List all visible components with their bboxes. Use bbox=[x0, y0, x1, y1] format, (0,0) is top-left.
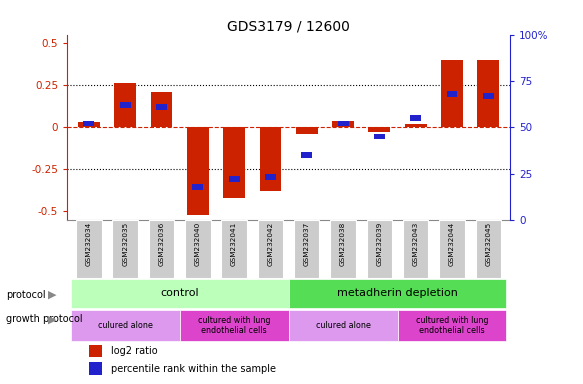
Bar bbox=[294, 220, 319, 278]
Bar bbox=[149, 220, 174, 278]
Text: GSM232037: GSM232037 bbox=[304, 222, 310, 266]
Bar bbox=[265, 174, 276, 180]
Bar bbox=[447, 91, 458, 97]
Bar bbox=[71, 280, 289, 308]
Text: GSM232045: GSM232045 bbox=[485, 222, 491, 266]
Text: growth protocol: growth protocol bbox=[6, 314, 82, 324]
Text: ▶: ▶ bbox=[48, 314, 57, 324]
Text: GSM232043: GSM232043 bbox=[413, 222, 419, 266]
Bar bbox=[150, 92, 173, 127]
Text: cultured with lung
endothelial cells: cultured with lung endothelial cells bbox=[198, 316, 271, 335]
Text: GSM232034: GSM232034 bbox=[86, 222, 92, 266]
Bar bbox=[301, 152, 312, 158]
Bar bbox=[441, 60, 463, 127]
Bar bbox=[76, 220, 101, 278]
Text: GSM232039: GSM232039 bbox=[377, 222, 382, 266]
Bar bbox=[477, 60, 499, 127]
Bar bbox=[289, 280, 507, 308]
Bar bbox=[192, 184, 203, 190]
Bar bbox=[89, 345, 103, 357]
Bar bbox=[332, 121, 354, 127]
Text: culured alone: culured alone bbox=[315, 321, 371, 330]
Bar bbox=[440, 220, 465, 278]
Text: log2 ratio: log2 ratio bbox=[111, 346, 158, 356]
Text: GSM232044: GSM232044 bbox=[449, 222, 455, 266]
Bar bbox=[289, 310, 398, 341]
Bar bbox=[374, 134, 385, 139]
Bar bbox=[367, 220, 392, 278]
Text: GSM232040: GSM232040 bbox=[195, 222, 201, 266]
Bar bbox=[476, 220, 501, 278]
Bar bbox=[83, 121, 94, 126]
Bar bbox=[405, 124, 427, 127]
Bar bbox=[398, 310, 507, 341]
Text: protocol: protocol bbox=[6, 290, 45, 300]
Bar bbox=[71, 310, 180, 341]
Text: GSM232036: GSM232036 bbox=[159, 222, 164, 266]
Bar bbox=[403, 220, 429, 278]
Text: metadherin depletion: metadherin depletion bbox=[337, 288, 458, 298]
Bar bbox=[113, 220, 138, 278]
Text: GSM232042: GSM232042 bbox=[268, 222, 273, 266]
Text: cultured with lung
endothelial cells: cultured with lung endothelial cells bbox=[416, 316, 489, 335]
Bar bbox=[180, 310, 289, 341]
Bar bbox=[331, 220, 356, 278]
Title: GDS3179 / 12600: GDS3179 / 12600 bbox=[227, 20, 350, 33]
Text: percentile rank within the sample: percentile rank within the sample bbox=[111, 364, 276, 374]
Bar bbox=[259, 127, 282, 191]
Text: ▶: ▶ bbox=[48, 290, 57, 300]
Bar bbox=[338, 121, 349, 126]
Bar bbox=[410, 115, 421, 121]
Bar bbox=[296, 127, 318, 134]
Text: culured alone: culured alone bbox=[98, 321, 153, 330]
Bar bbox=[483, 93, 494, 99]
Bar bbox=[223, 127, 245, 198]
Text: control: control bbox=[160, 288, 199, 298]
Bar bbox=[222, 220, 247, 278]
Text: GSM232035: GSM232035 bbox=[122, 222, 128, 266]
Bar bbox=[229, 176, 240, 182]
Bar bbox=[156, 104, 167, 110]
Bar bbox=[258, 220, 283, 278]
Bar bbox=[185, 220, 210, 278]
Bar bbox=[187, 127, 209, 215]
Text: GSM232041: GSM232041 bbox=[231, 222, 237, 266]
Text: GSM232038: GSM232038 bbox=[340, 222, 346, 266]
Bar bbox=[114, 83, 136, 127]
Bar bbox=[78, 122, 100, 127]
Bar bbox=[368, 127, 390, 132]
Bar bbox=[120, 102, 131, 108]
Bar bbox=[89, 362, 103, 374]
